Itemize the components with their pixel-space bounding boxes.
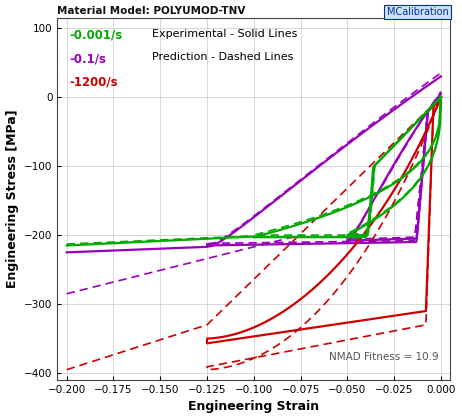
X-axis label: Engineering Strain: Engineering Strain — [188, 401, 319, 414]
Text: MCalibration: MCalibration — [387, 7, 448, 17]
Text: Experimental - Solid Lines: Experimental - Solid Lines — [152, 28, 297, 39]
Text: Material Model: POLYUMOD-TNV: Material Model: POLYUMOD-TNV — [57, 5, 246, 16]
Y-axis label: Engineering Stress [MPa]: Engineering Stress [MPa] — [6, 109, 18, 288]
Text: NMAD Fitness = 10.9: NMAD Fitness = 10.9 — [329, 352, 438, 362]
Text: -1200/s: -1200/s — [69, 76, 118, 89]
Text: -0.001/s: -0.001/s — [69, 28, 122, 41]
Text: -0.1/s: -0.1/s — [69, 52, 106, 65]
Text: Prediction - Dashed Lines: Prediction - Dashed Lines — [152, 52, 293, 62]
